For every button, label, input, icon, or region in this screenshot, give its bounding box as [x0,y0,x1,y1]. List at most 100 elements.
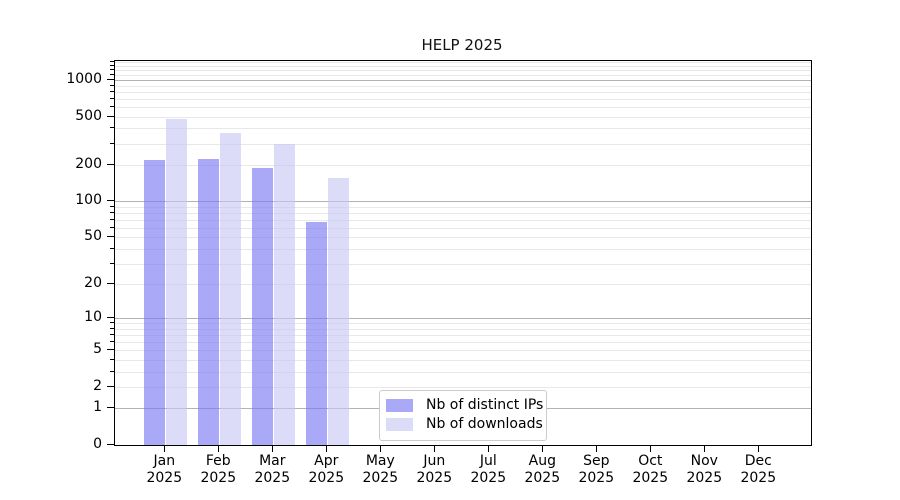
y-minor-tick [110,97,114,99]
month-label: Sep [583,453,610,469]
y-tick-label: 50 [84,228,102,245]
bar-downloads-feb [219,132,241,445]
year-label: 2025 [632,470,669,486]
minor-gridline [115,237,811,239]
month-label: Jul [479,453,497,469]
plot-area [114,60,812,446]
minor-gridline [115,342,811,344]
bar-downloads-jan [165,119,187,445]
y-minor-tick [110,334,114,336]
y-tick-label: 20 [84,275,102,292]
x-tick [272,445,274,452]
y-tick [107,115,114,117]
minor-gridline [115,206,811,208]
x-tick-label-oct: Oct 2025 [620,453,680,487]
x-tick [326,445,328,452]
minor-gridline [115,128,811,130]
y-minor-tick [110,105,114,107]
x-tick-label-apr: Apr 2025 [296,453,356,487]
minor-gridline [115,85,811,87]
legend-swatch [386,418,413,431]
major-gridline [115,80,811,81]
y-minor-tick [110,205,114,207]
minor-gridline [115,323,811,325]
y-minor-tick [110,90,114,92]
x-tick [434,445,436,452]
minor-gridline [115,212,811,214]
x-tick [164,445,166,452]
y-tick [107,200,114,202]
y-minor-tick [110,247,114,249]
minor-gridline [115,328,811,330]
y-minor-tick [110,211,114,213]
x-tick [488,445,490,452]
y-tick [107,163,114,165]
year-label: 2025 [686,470,723,486]
year-label: 2025 [416,470,453,486]
x-tick-label-feb: Feb 2025 [188,453,248,487]
y-tick-label: 100 [75,192,102,209]
legend-swatch [386,399,413,412]
x-tick [758,445,760,452]
y-tick-label: 1000 [66,71,102,87]
y-minor-tick [110,65,114,67]
month-label: Oct [638,453,663,469]
year-label: 2025 [578,470,615,486]
x-tick [596,445,598,452]
x-tick-label-jun: Jun 2025 [404,453,464,487]
minor-gridline [115,66,811,68]
y-tick [107,407,114,409]
y-minor-tick [110,322,114,324]
y-tick-label: 10 [84,309,102,326]
bar-distinct-ips-feb [197,159,219,445]
x-tick [380,445,382,452]
y-tick-label: 500 [75,107,102,124]
minor-gridline [115,106,811,108]
y-tick-label: 2 [93,378,102,394]
x-tick-label-jul: Jul 2025 [458,453,518,487]
x-tick-label-jan: Jan 2025 [134,453,194,487]
legend-entry-downloads: Nb of downloads [386,415,543,434]
y-minor-tick [110,370,114,372]
minor-gridline [115,387,811,388]
minor-gridline [115,62,811,64]
minor-gridline [115,70,811,72]
bar-downloads-apr [327,177,349,445]
minor-gridline [115,227,811,229]
y-minor-tick [110,69,114,71]
month-label: Jun [423,453,446,469]
minor-gridline [115,284,811,286]
y-minor-tick [110,341,114,343]
month-label: Apr [314,453,339,469]
minor-gridline [115,335,811,337]
minor-gridline [115,371,811,373]
major-gridline [115,201,811,203]
bar-distinct-ips-mar [251,168,273,445]
month-label: Aug [528,453,556,469]
bar-distinct-ips-apr [305,222,327,445]
y-tick-label: 0 [93,436,102,452]
y-minor-tick [110,142,114,144]
y-tick [107,236,114,238]
legend-label: Nb of distinct IPs [426,397,544,413]
x-tick-label-sep: Sep 2025 [566,453,626,487]
minor-gridline [115,164,811,166]
x-tick [704,445,706,452]
y-tick-label: 1 [93,399,102,416]
minor-gridline [115,350,811,352]
y-minor-tick [110,127,114,129]
year-label: 2025 [362,470,399,486]
month-label: Dec [744,453,772,469]
month-label: Nov [690,453,718,469]
month-label: Mar [259,453,286,469]
minor-gridline [115,360,811,361]
x-tick-label-mar: Mar 2025 [242,453,302,487]
minor-gridline [115,91,811,93]
y-tick [107,283,114,285]
y-tick [107,79,114,80]
y-tick-label: 5 [93,341,102,358]
month-label: Jan [153,453,176,469]
x-tick-label-dec: Dec 2025 [728,453,788,487]
month-label: May [365,453,395,469]
y-tick-label: 200 [75,155,102,172]
